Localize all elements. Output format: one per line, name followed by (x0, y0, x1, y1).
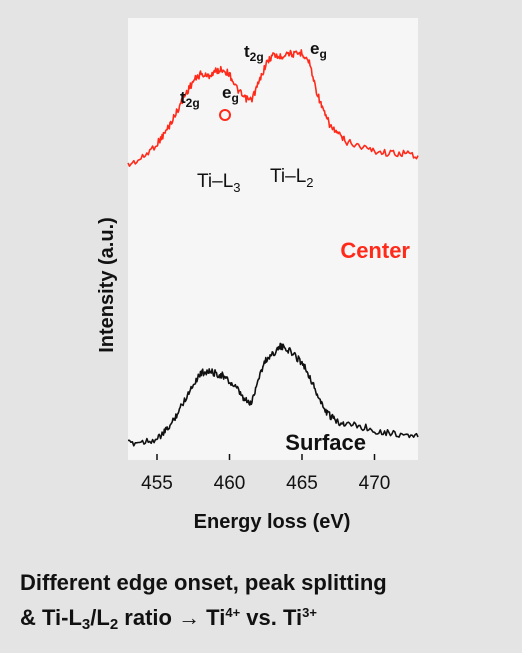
caption-line-1: Different edge onset, peak splitting (20, 570, 387, 595)
series-layer (127, 49, 419, 447)
caption: Different edge onset, peak splitting & T… (20, 568, 510, 640)
series-line-surface (127, 342, 419, 447)
x-tick-layer: 455 460 465 470 (141, 454, 390, 494)
y-axis-label: Intensity (a.u.) (96, 217, 118, 353)
plot-panel (128, 18, 418, 460)
x-tick-label-460: 460 (214, 473, 246, 494)
x-axis-label: Energy loss (eV) (194, 511, 351, 533)
x-tick-label-455: 455 (141, 473, 173, 494)
series-label-center: Center (340, 238, 410, 263)
series-line-center (127, 49, 419, 167)
t2g-label-l2: t2g (244, 42, 264, 64)
series-label-surface: Surface (285, 430, 366, 455)
caption-line-2: & Ti-L3/L2 ratio → Ti4+ vs. Ti3+ (20, 605, 317, 633)
peak-marker (219, 109, 231, 121)
eg-label-l2: eg (310, 39, 327, 61)
x-tick-label-470: 470 (359, 473, 391, 494)
ti-l2-label: Ti–L2 (270, 166, 314, 190)
x-tick-label-465: 465 (286, 473, 318, 494)
eg-label-l3: eg (222, 83, 239, 105)
ti-l3-label: Ti–L3 (197, 171, 241, 195)
t2g-label-l3: t2g (180, 88, 200, 110)
